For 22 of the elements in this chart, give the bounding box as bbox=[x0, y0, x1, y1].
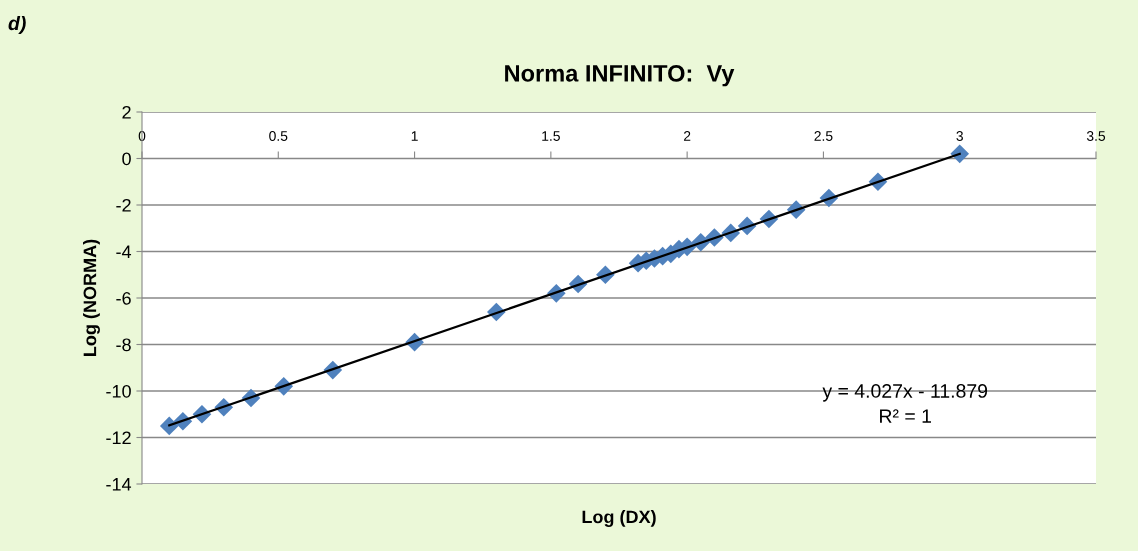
annotation: y = 4.027x - 11.879 R² = 1 bbox=[822, 384, 988, 423]
x-tick-label: 1 bbox=[411, 131, 418, 141]
x-tick-label: 0.5 bbox=[269, 131, 288, 141]
y-tick-label: 2 bbox=[122, 105, 131, 119]
y-tick-label: -4 bbox=[116, 245, 132, 259]
y-tick-label: -12 bbox=[106, 431, 131, 445]
y-tick-label: -10 bbox=[106, 384, 131, 398]
text: d) bbox=[8, 15, 26, 35]
x-tick-label: 2 bbox=[683, 131, 691, 141]
y-tick-label: -6 bbox=[116, 291, 131, 305]
x-tick-label: 0 bbox=[138, 131, 146, 141]
x-tick-label: 3 bbox=[956, 131, 963, 141]
y-tick-label: -14 bbox=[106, 478, 132, 491]
chart-title: Norma INFINITO: Vy bbox=[505, 64, 735, 87]
y-tick-label: -2 bbox=[116, 198, 131, 212]
x-tick-label: 2.5 bbox=[814, 131, 833, 141]
x-tick-label: 1.5 bbox=[542, 131, 560, 141]
y-axis-title: Log (NORMA) bbox=[83, 239, 100, 356]
y-tick-label: -8 bbox=[116, 338, 131, 352]
x-tick-label: 3.5 bbox=[1086, 131, 1106, 141]
x-axis-title: Log (DX) bbox=[582, 510, 656, 527]
y-tick-label: 0 bbox=[122, 152, 131, 166]
